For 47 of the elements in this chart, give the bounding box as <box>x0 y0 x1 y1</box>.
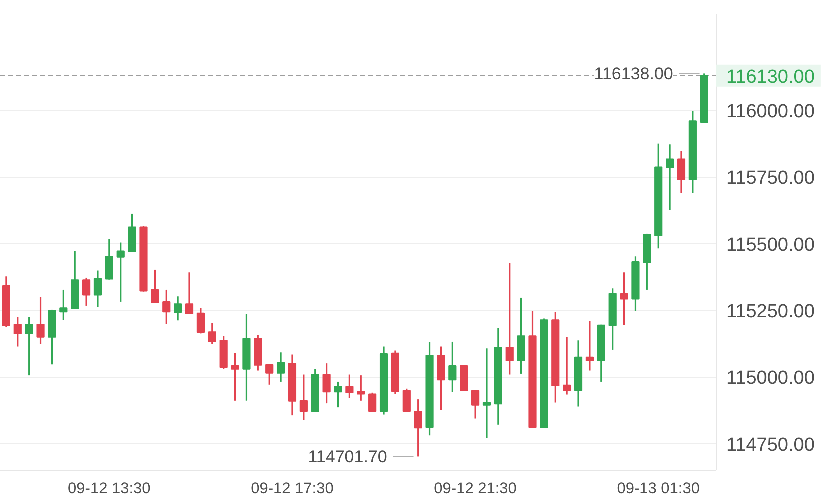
candlestick <box>368 392 377 413</box>
candlestick <box>448 341 457 393</box>
annotation: 114701.70 <box>308 448 388 467</box>
candlestick <box>151 269 160 304</box>
y-tick-label: 114750.00 <box>726 434 815 456</box>
y-tick-label: 115000.00 <box>726 368 815 390</box>
candlestick <box>196 307 205 334</box>
annotation: 116138.00 <box>594 64 674 84</box>
candlestick <box>677 150 686 194</box>
candlestick <box>402 388 411 413</box>
x-tick-label: 09-12 13:30 <box>68 480 152 498</box>
candlestick <box>231 352 240 402</box>
candlestick <box>266 364 274 386</box>
candlestick <box>300 374 308 421</box>
ref-line-label: 116130.00 <box>726 66 815 88</box>
candlestick <box>482 348 492 440</box>
candlestick <box>472 389 480 420</box>
candlestick <box>36 296 45 345</box>
candlestick <box>116 242 125 303</box>
candlestick <box>82 277 91 307</box>
candlestick <box>185 272 194 316</box>
candlestick <box>174 296 182 322</box>
candlestick <box>105 238 114 281</box>
candlestick <box>334 381 342 408</box>
candlestick <box>620 272 628 326</box>
candlestick <box>208 322 216 345</box>
candlestick <box>14 316 22 348</box>
y-tick-label: 115500.00 <box>726 234 815 256</box>
candlestick <box>563 336 572 396</box>
y-tick-label: 116000.00 <box>726 102 815 122</box>
x-tick-label: 09-12 21:30 <box>434 480 518 498</box>
candlestick <box>25 316 34 376</box>
candlestick <box>94 270 102 308</box>
candlestick <box>276 352 286 383</box>
candlestick <box>357 374 366 402</box>
candlestick <box>346 374 354 400</box>
candlestick <box>414 398 422 458</box>
candlestick <box>666 144 674 212</box>
candlestick <box>60 289 68 321</box>
x-tick-label: 09-13 01:30 <box>617 480 700 498</box>
candlestick <box>322 362 331 404</box>
y-tick-label: 115750.00 <box>726 168 815 190</box>
candlestick <box>162 289 171 325</box>
candlestick <box>506 262 514 376</box>
candlestick <box>586 320 594 372</box>
y-tick-label: 115250.00 <box>726 302 815 322</box>
x-tick-label: 09-12 17:30 <box>251 480 334 498</box>
